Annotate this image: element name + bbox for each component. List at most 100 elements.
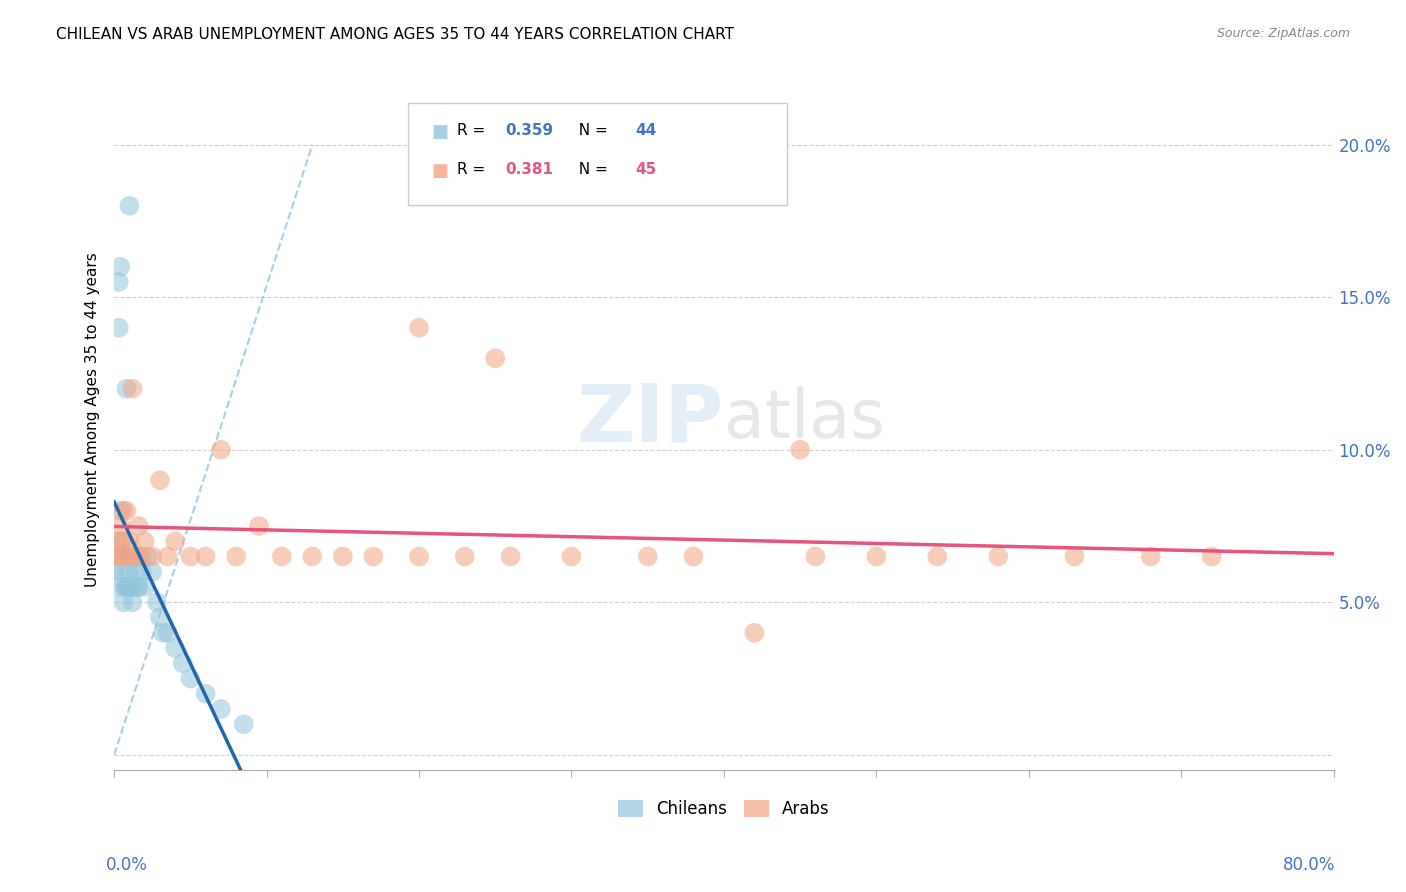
Point <box>111 549 134 564</box>
Point <box>1063 549 1085 564</box>
Point <box>121 595 143 609</box>
Point <box>1201 549 1223 564</box>
Point <box>408 549 430 564</box>
Point <box>165 534 187 549</box>
Point <box>112 595 135 609</box>
Point <box>156 625 179 640</box>
Point <box>112 565 135 579</box>
Text: 44: 44 <box>636 123 657 138</box>
Point <box>117 549 139 564</box>
Point <box>499 549 522 564</box>
Point <box>105 534 128 549</box>
Point <box>107 275 129 289</box>
Point <box>149 610 172 624</box>
Text: N =: N = <box>569 123 613 138</box>
Point <box>179 549 201 564</box>
Text: 80.0%: 80.0% <box>1284 856 1336 874</box>
Point <box>172 657 194 671</box>
Point <box>117 580 139 594</box>
Point <box>179 672 201 686</box>
Point <box>120 580 142 594</box>
Point <box>115 580 138 594</box>
Point <box>560 549 582 564</box>
Point <box>115 580 138 594</box>
Point <box>987 549 1010 564</box>
Point <box>134 534 156 549</box>
Text: ■: ■ <box>432 162 449 180</box>
Point <box>111 549 134 564</box>
Point <box>125 580 148 594</box>
Point <box>112 504 135 518</box>
Point <box>122 549 145 564</box>
Text: N =: N = <box>569 162 613 178</box>
Point <box>117 549 139 564</box>
Point <box>149 473 172 487</box>
Point <box>110 260 132 274</box>
Point <box>408 320 430 334</box>
Point <box>136 549 159 564</box>
Point <box>165 640 187 655</box>
Point <box>131 565 153 579</box>
Point <box>110 519 132 533</box>
Point <box>115 382 138 396</box>
Point <box>103 565 125 579</box>
Text: atlas: atlas <box>724 386 884 452</box>
Point <box>1139 549 1161 564</box>
Point <box>114 549 136 564</box>
Text: R =: R = <box>457 162 491 178</box>
Point <box>118 534 141 549</box>
Point <box>332 549 354 564</box>
Point <box>247 519 270 533</box>
Text: 45: 45 <box>636 162 657 178</box>
Y-axis label: Unemployment Among Ages 35 to 44 years: Unemployment Among Ages 35 to 44 years <box>86 252 100 587</box>
Point <box>118 580 141 594</box>
Point <box>454 549 477 564</box>
Point <box>107 320 129 334</box>
Point <box>128 519 150 533</box>
Point <box>134 580 156 594</box>
Point <box>927 549 949 564</box>
Point <box>194 687 217 701</box>
Text: CHILEAN VS ARAB UNEMPLOYMENT AMONG AGES 35 TO 44 YEARS CORRELATION CHART: CHILEAN VS ARAB UNEMPLOYMENT AMONG AGES … <box>56 27 734 42</box>
Text: 0.0%: 0.0% <box>105 856 148 874</box>
Text: ZIP: ZIP <box>576 380 724 458</box>
Point <box>152 625 174 640</box>
Point <box>121 382 143 396</box>
Point <box>131 549 153 564</box>
Point <box>804 549 827 564</box>
Text: R =: R = <box>457 123 491 138</box>
Point <box>225 549 247 564</box>
Point <box>194 549 217 564</box>
Point <box>114 580 136 594</box>
Legend: Chileans, Arabs: Chileans, Arabs <box>612 793 837 825</box>
Text: ■: ■ <box>432 123 449 141</box>
Point <box>117 565 139 579</box>
Point <box>111 534 134 549</box>
Point <box>270 549 292 564</box>
Text: Source: ZipAtlas.com: Source: ZipAtlas.com <box>1216 27 1350 40</box>
Point <box>118 199 141 213</box>
Point <box>637 549 659 564</box>
Point <box>141 549 163 564</box>
Point <box>301 549 323 564</box>
Point <box>209 442 232 457</box>
Point <box>682 549 704 564</box>
Text: 0.359: 0.359 <box>505 123 553 138</box>
Point <box>209 702 232 716</box>
Text: 0.381: 0.381 <box>505 162 553 178</box>
Point <box>104 549 127 564</box>
Point <box>146 595 169 609</box>
Point <box>484 351 506 366</box>
Point <box>744 625 766 640</box>
Point <box>124 565 146 579</box>
Point <box>156 549 179 564</box>
Point <box>105 549 128 564</box>
Point <box>363 549 385 564</box>
Point <box>110 504 132 518</box>
Point <box>104 580 127 594</box>
Point <box>111 534 134 549</box>
Point <box>865 549 887 564</box>
Point <box>129 549 152 564</box>
Point <box>107 549 129 564</box>
Point <box>128 580 150 594</box>
